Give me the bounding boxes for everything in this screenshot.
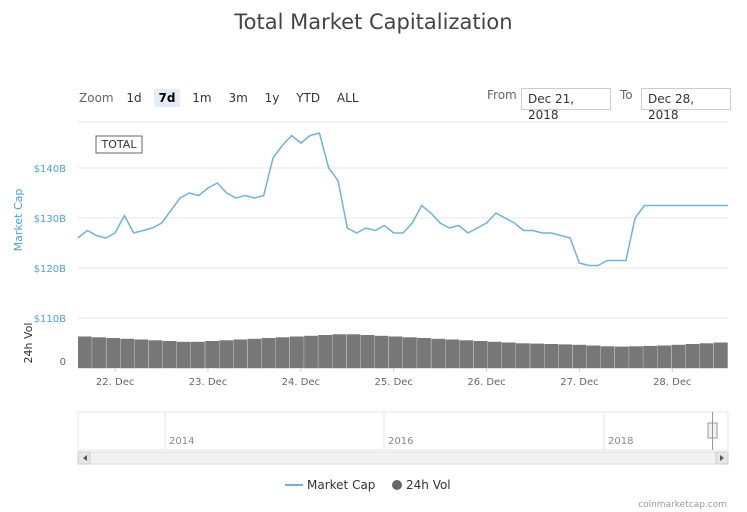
volume-bar — [191, 341, 205, 369]
x-tick-label: 26. Dec — [467, 377, 505, 388]
volume-bar — [544, 344, 559, 368]
y-tick-label: $130B — [34, 214, 66, 225]
volume-bar — [261, 338, 276, 368]
y-tick-label: $110B — [34, 314, 66, 325]
zoom-1d-button[interactable]: 1d — [126, 91, 142, 105]
volume-bar — [643, 345, 657, 368]
volume-bar — [162, 341, 177, 368]
legend-volume-swatch — [392, 480, 402, 490]
x-tick-label: 23. Dec — [189, 377, 227, 388]
volume-bar — [459, 340, 474, 369]
volume-bar — [318, 335, 332, 368]
volume-bar — [586, 345, 601, 368]
zoom-1m-button[interactable]: 1m — [192, 91, 212, 105]
volume-bar — [205, 341, 219, 368]
volume-bar — [530, 343, 544, 368]
y-axis-title: Market Cap — [12, 189, 25, 252]
volume-bar — [176, 341, 191, 369]
volume-bar — [106, 338, 121, 368]
y-tick-label: $140B — [34, 164, 66, 175]
scroll-left-icon — [83, 455, 87, 461]
volume-bar — [572, 344, 587, 369]
zoom-1y-button[interactable]: 1y — [264, 91, 280, 105]
navigator-tick-label: 2016 — [388, 436, 413, 447]
volume-bar — [233, 339, 248, 368]
chart-title: Total Market Capitalization — [234, 10, 513, 34]
volume-bar — [403, 337, 417, 369]
x-tick-label: 24. Dec — [282, 377, 320, 388]
zoom-ytd-button[interactable]: YTD — [296, 91, 321, 105]
volume-bar — [290, 336, 304, 368]
volume-bar — [332, 334, 347, 369]
from-date-input[interactable]: Dec 21, 2018 — [521, 88, 611, 122]
volume-bar — [685, 344, 700, 368]
volume-bar — [304, 335, 318, 369]
volume-bar — [501, 342, 516, 368]
volume-bar — [558, 344, 573, 368]
zoom-all-button[interactable]: ALL — [336, 91, 359, 105]
zoom-3m-button[interactable]: 3m — [228, 91, 248, 105]
y-tick-label: $120B — [34, 264, 66, 275]
volume-bar — [120, 338, 135, 369]
volume-bar — [346, 334, 361, 369]
zoom-bar: Zoom 1d 7d 1m 3m 1y YTD ALL — [79, 89, 367, 107]
volume-bar — [629, 346, 643, 368]
navigator-tick-label: 2018 — [608, 436, 633, 447]
y-tick-label: 0 — [60, 357, 66, 368]
from-label: From — [487, 88, 517, 102]
total-flag — [95, 135, 143, 154]
volume-bar — [671, 344, 686, 369]
volume-bar — [92, 337, 106, 369]
volume-bar — [699, 343, 714, 369]
volume-bar — [713, 342, 728, 368]
x-tick-label: 22. Dec — [96, 377, 134, 388]
x-tick-label: 27. Dec — [560, 377, 598, 388]
zoom-7d-button[interactable]: 7d — [153, 89, 181, 107]
volume-bar — [487, 341, 502, 369]
volume-bar — [431, 338, 446, 369]
volume-bar — [417, 338, 431, 368]
legend-market-cap[interactable]: Market Cap — [307, 478, 375, 492]
navigator — [77, 411, 729, 451]
volume-bar — [374, 335, 389, 369]
volume-bar — [657, 345, 672, 368]
to-label: To — [620, 88, 633, 102]
x-tick-label: 25. Dec — [374, 377, 412, 388]
volume-bar — [615, 346, 629, 368]
market-cap-line — [77, 132, 728, 267]
navigator-tick-label: 2014 — [169, 436, 194, 447]
volume-bar — [516, 343, 530, 369]
volume-bar — [247, 338, 262, 369]
legend-volume[interactable]: 24h Vol — [406, 478, 451, 492]
volume-bar — [219, 340, 234, 369]
volume-bar — [275, 337, 290, 369]
volume-bar — [78, 336, 92, 368]
to-date-input[interactable]: Dec 28, 2018 — [641, 88, 731, 122]
zoom-label: Zoom — [79, 91, 114, 105]
volume-bar — [473, 341, 488, 368]
x-tick-label: 28. Dec — [653, 377, 691, 388]
scrollbar-track[interactable] — [77, 451, 729, 465]
volume-bar — [360, 335, 375, 368]
volume-bar — [388, 336, 403, 368]
volume-bar — [134, 339, 149, 368]
credit-text: coinmarketcap.com — [638, 500, 727, 510]
volume-bar — [445, 339, 460, 368]
scroll-right-icon — [720, 455, 724, 461]
volume-bar — [600, 346, 615, 368]
volume-bar — [148, 340, 163, 369]
volume-axis-title: 24h Vol — [22, 323, 35, 364]
total-flag-label: TOTAL — [101, 138, 138, 151]
